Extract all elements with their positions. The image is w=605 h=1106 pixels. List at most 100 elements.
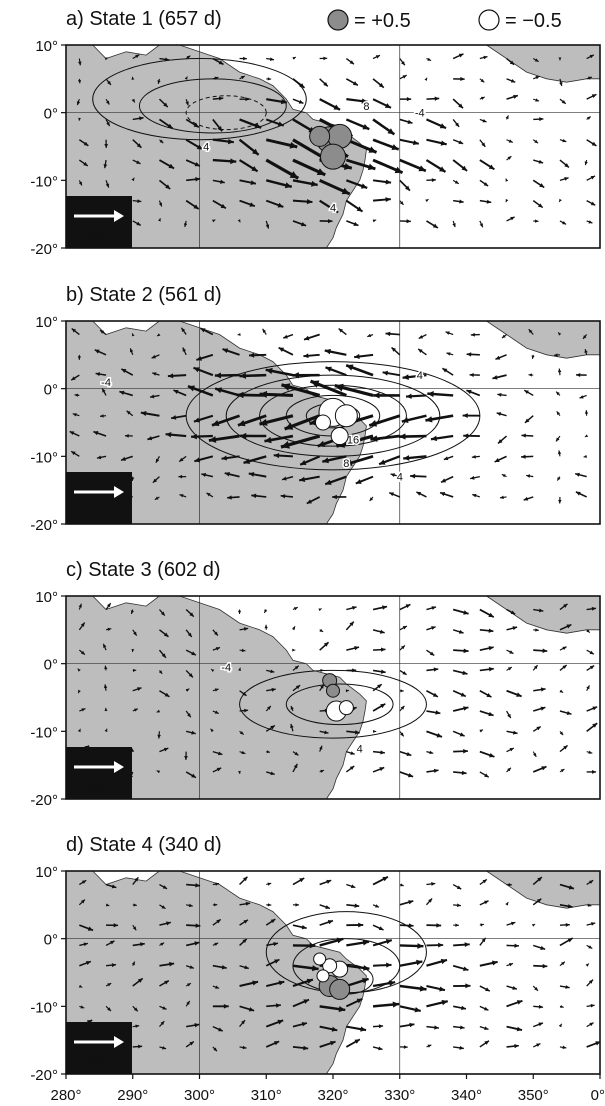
wind-arrow xyxy=(346,922,364,928)
wind-arrow-head xyxy=(289,171,299,179)
wind-arrow xyxy=(159,690,170,698)
wind-arrow-head xyxy=(78,689,81,694)
wind-arrow xyxy=(579,394,587,399)
wind-arrow xyxy=(345,199,364,213)
wind-arrow xyxy=(206,492,214,498)
wind-arrow-head xyxy=(539,183,545,188)
wind-arrow-head xyxy=(561,100,566,104)
positive-anomaly-circle xyxy=(309,125,331,147)
wind-arrow-head xyxy=(425,416,433,423)
lat-tick-label: 0° xyxy=(44,932,58,949)
wind-arrow-head xyxy=(369,497,374,502)
wind-arrow xyxy=(479,628,494,633)
wind-arrow xyxy=(78,649,86,656)
wind-arrow xyxy=(265,158,300,180)
wind-arrow-head xyxy=(137,687,142,691)
wind-arrow xyxy=(586,922,596,926)
wind-arrow xyxy=(76,98,81,106)
wind-arrow-head xyxy=(242,1045,247,1050)
wind-arrow xyxy=(345,1038,361,1048)
wind-arrow xyxy=(237,414,267,427)
lat-tick-label: -20° xyxy=(30,517,58,534)
wind-arrow-head xyxy=(409,1022,415,1028)
wind-arrow-head xyxy=(439,986,445,992)
scale-vector-box: 1 m/s xyxy=(66,196,132,248)
wind-arrow-head xyxy=(267,903,272,907)
wind-arrow xyxy=(344,455,374,466)
wind-arrow-head xyxy=(345,459,353,466)
wind-arrow-head xyxy=(316,168,326,176)
wind-arrow xyxy=(102,643,107,651)
wind-arrow xyxy=(426,1044,432,1048)
wind-arrow xyxy=(262,328,267,335)
wind-arrow-head xyxy=(259,390,268,398)
wind-arrow xyxy=(324,475,347,486)
wind-arrow-head xyxy=(380,647,386,652)
wind-arrow-head xyxy=(215,882,220,886)
wind-arrow xyxy=(173,389,187,397)
wind-arrow-head xyxy=(592,769,597,774)
wind-arrow xyxy=(463,433,480,439)
wind-arrow xyxy=(292,924,307,930)
wind-arrow xyxy=(239,730,245,735)
wind-arrow xyxy=(105,963,117,968)
wind-arrow xyxy=(265,1040,280,1048)
wind-arrow xyxy=(292,763,298,773)
wind-arrow-head xyxy=(107,1007,112,1012)
wind-arrow xyxy=(212,158,237,165)
wind-arrow-head xyxy=(210,728,214,733)
wind-arrow xyxy=(506,649,514,655)
wind-arrow xyxy=(132,159,141,165)
wind-arrow xyxy=(185,118,200,129)
wind-arrow-head xyxy=(521,433,526,438)
wind-arrow-head xyxy=(479,729,484,733)
wind-arrow xyxy=(586,76,593,80)
wind-arrow-head xyxy=(436,732,443,738)
wind-arrow xyxy=(372,669,386,674)
wind-arrow-head xyxy=(402,374,409,380)
wind-arrow-head xyxy=(354,903,360,908)
wind-arrow xyxy=(559,78,563,87)
wind-arrow xyxy=(105,883,117,889)
wind-arrow xyxy=(104,728,108,733)
wind-arrow-head xyxy=(320,769,325,773)
panel-b-map: -4 4 16 8 4 1 m/s 10° 0° -10° -20° xyxy=(30,314,601,534)
wind-arrow-head xyxy=(463,648,469,654)
wind-arrow-head xyxy=(400,883,404,887)
wind-arrow-head xyxy=(183,223,188,228)
wind-arrow-head xyxy=(464,942,470,948)
wind-arrow-head xyxy=(484,773,489,778)
wind-arrow xyxy=(239,1045,247,1050)
wind-arrow xyxy=(292,199,313,205)
contour-label: 8 xyxy=(363,101,369,113)
wind-arrow xyxy=(426,710,441,715)
wind-arrow-head xyxy=(104,143,108,148)
wind-arrow-head xyxy=(535,98,540,102)
wind-arrow-head xyxy=(80,1005,85,1009)
wind-arrow-head xyxy=(492,960,498,966)
wind-arrow xyxy=(426,750,434,755)
wind-arrow xyxy=(506,216,515,222)
wind-arrow xyxy=(399,58,406,66)
wind-arrow xyxy=(185,199,200,210)
wind-arrow xyxy=(452,98,464,109)
wind-arrow xyxy=(446,352,454,356)
wind-arrow xyxy=(346,730,360,735)
wind-arrow xyxy=(453,76,465,82)
wind-arrow-head xyxy=(560,769,565,773)
wind-arrow xyxy=(346,1025,367,1032)
wind-arrow xyxy=(586,1040,600,1048)
wind-arrow-head xyxy=(378,82,384,88)
wind-arrow xyxy=(292,158,326,177)
wind-arrow-head xyxy=(584,161,588,166)
wind-arrow-head xyxy=(565,985,570,989)
wind-arrow xyxy=(239,648,246,653)
wind-arrow xyxy=(193,414,214,423)
wind-arrow-head xyxy=(160,611,165,616)
wind-arrow xyxy=(471,454,480,459)
wind-arrow-head xyxy=(237,419,246,427)
wind-arrow xyxy=(154,496,160,501)
wind-arrow xyxy=(324,348,347,356)
wind-arrow-head xyxy=(217,751,223,756)
lon-tick-label: 340° xyxy=(451,1087,482,1104)
